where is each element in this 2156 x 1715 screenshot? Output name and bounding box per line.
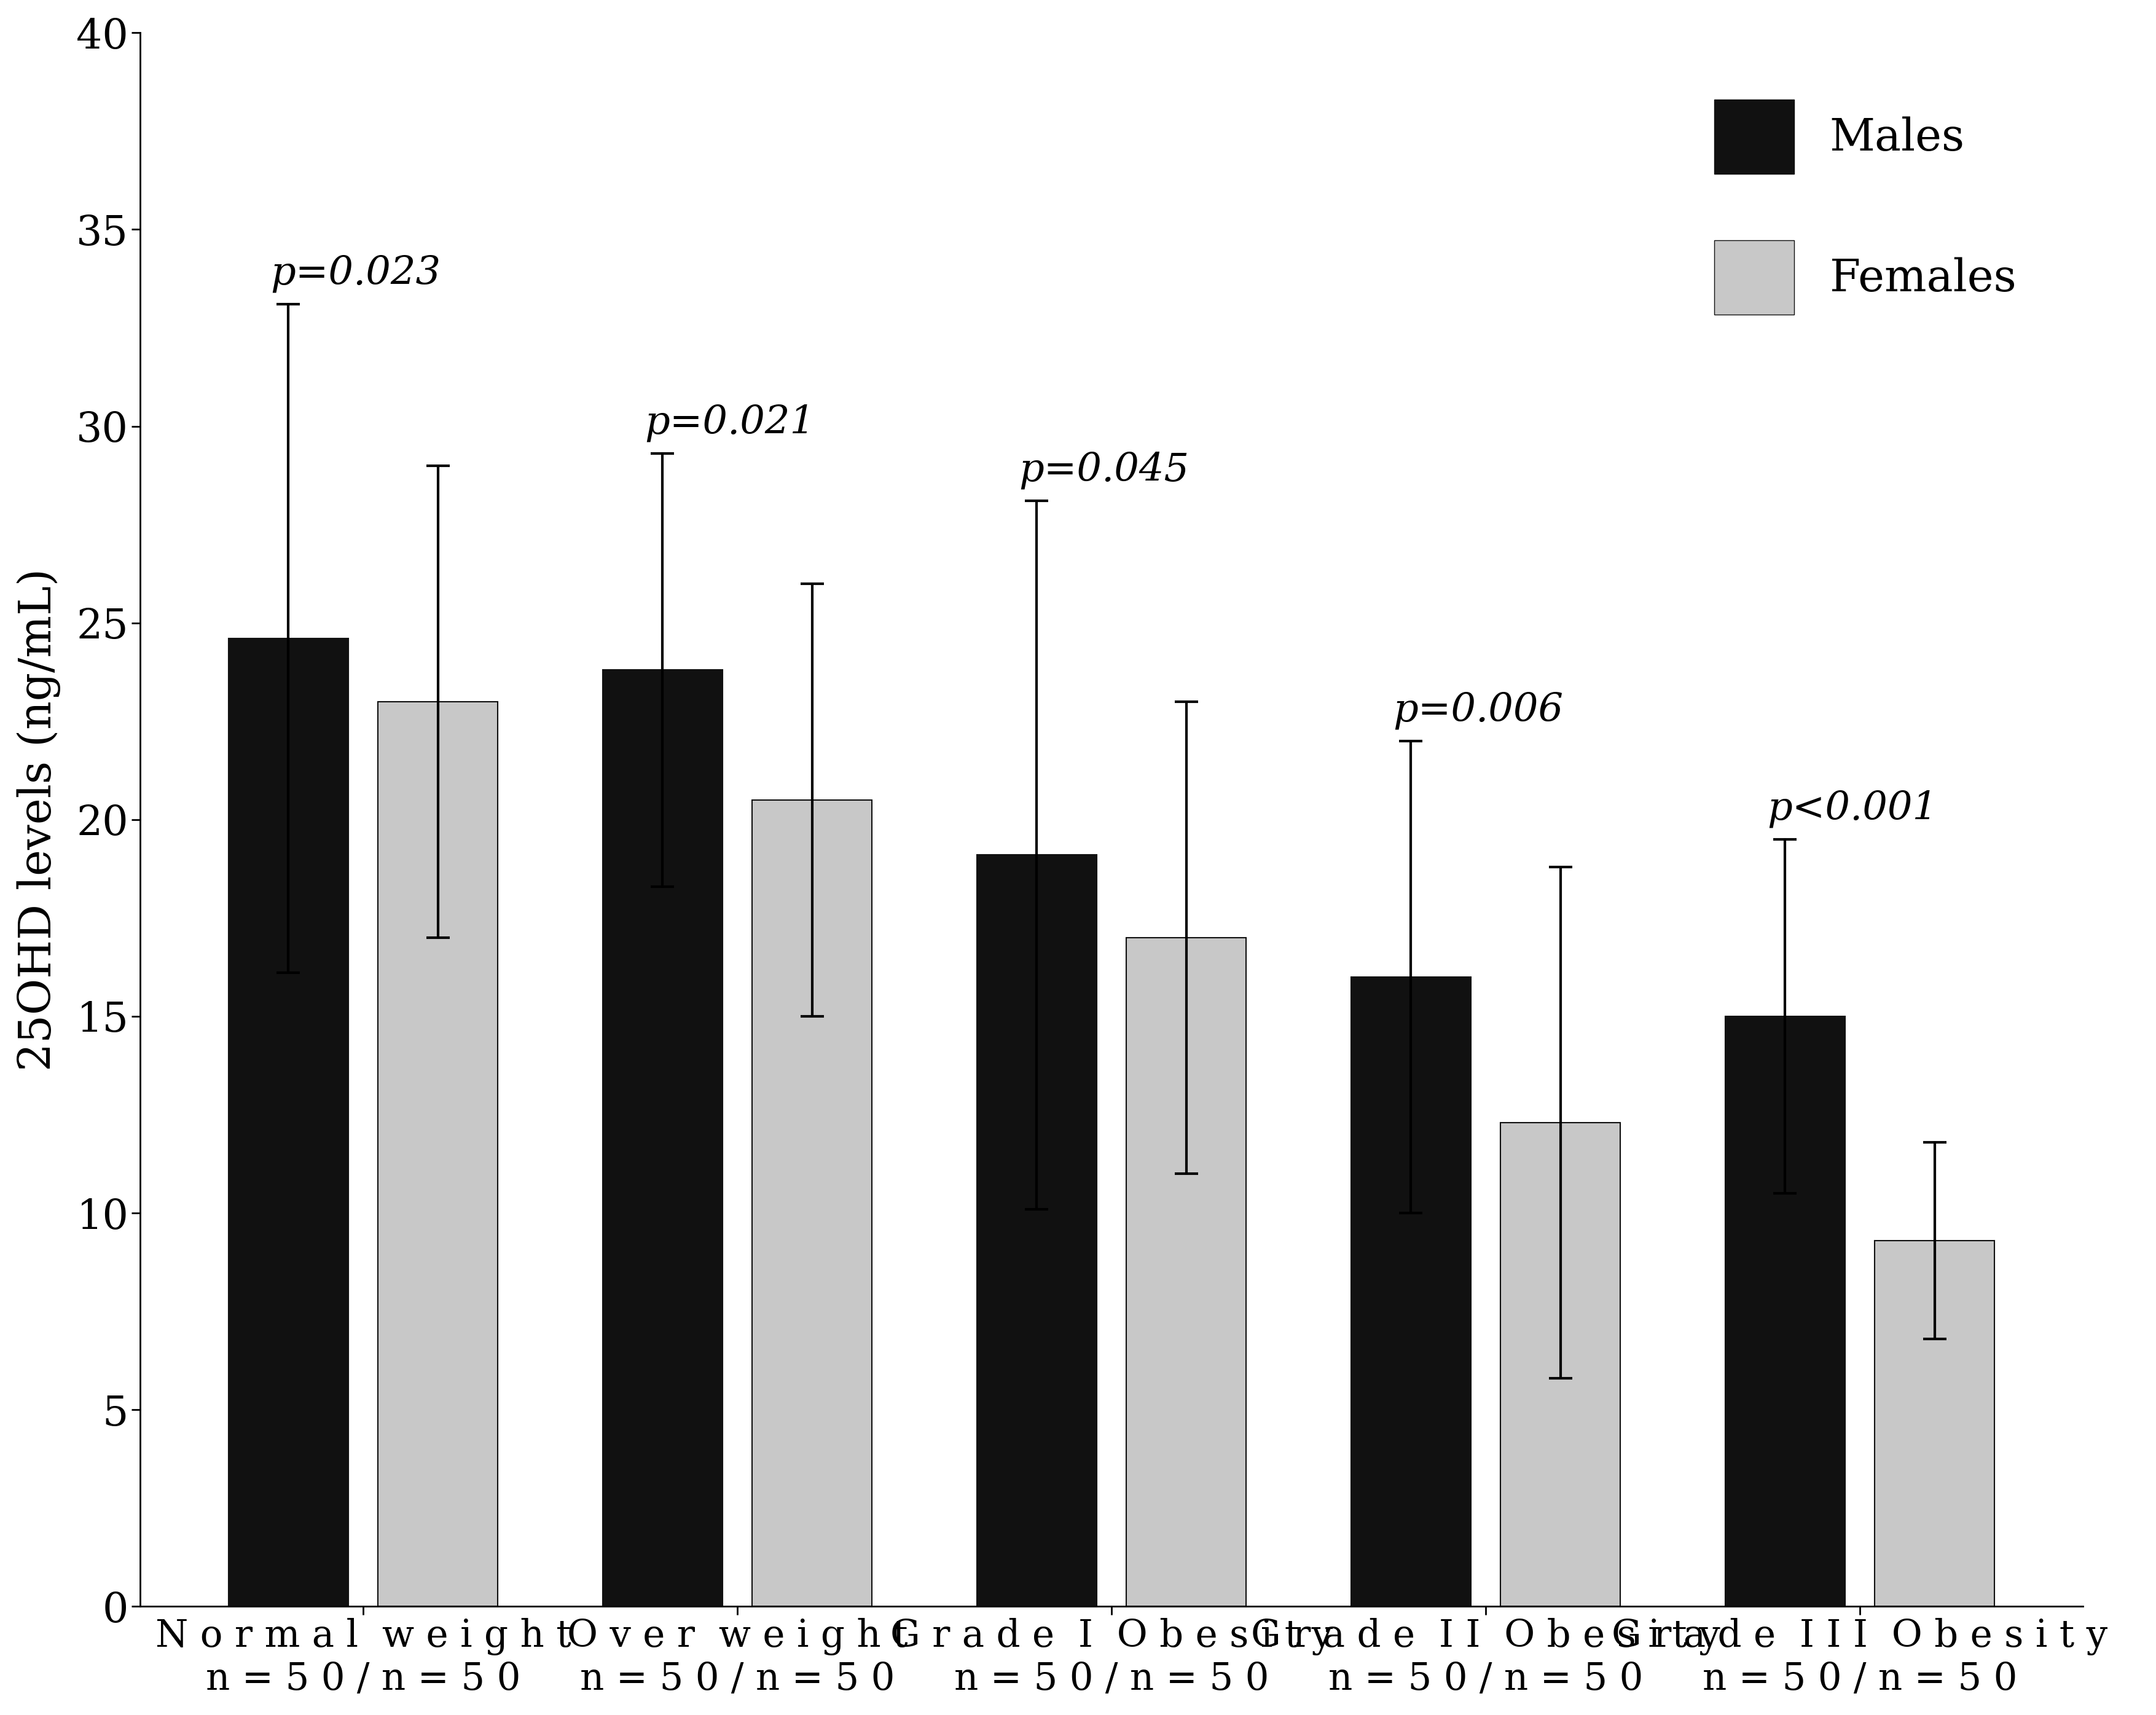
Bar bbox=[1125, 938, 1246, 1607]
Y-axis label: 25OHD levels (ng/mL): 25OHD levels (ng/mL) bbox=[17, 568, 60, 1070]
Bar bbox=[1725, 1017, 1846, 1607]
Text: p<0.001: p<0.001 bbox=[1768, 789, 1938, 827]
Text: p=0.021: p=0.021 bbox=[645, 405, 815, 442]
Bar bbox=[377, 701, 498, 1607]
Legend: Males, Females: Males, Females bbox=[1671, 55, 2061, 358]
Bar bbox=[1501, 1122, 1621, 1607]
Bar bbox=[602, 671, 722, 1607]
Bar bbox=[229, 638, 347, 1607]
Bar bbox=[1352, 978, 1470, 1607]
Text: p=0.023: p=0.023 bbox=[270, 254, 440, 293]
Bar bbox=[977, 856, 1097, 1607]
Bar bbox=[1876, 1240, 1994, 1607]
Text: p=0.045: p=0.045 bbox=[1018, 451, 1188, 489]
Bar bbox=[752, 799, 871, 1607]
Text: p=0.006: p=0.006 bbox=[1393, 691, 1563, 729]
